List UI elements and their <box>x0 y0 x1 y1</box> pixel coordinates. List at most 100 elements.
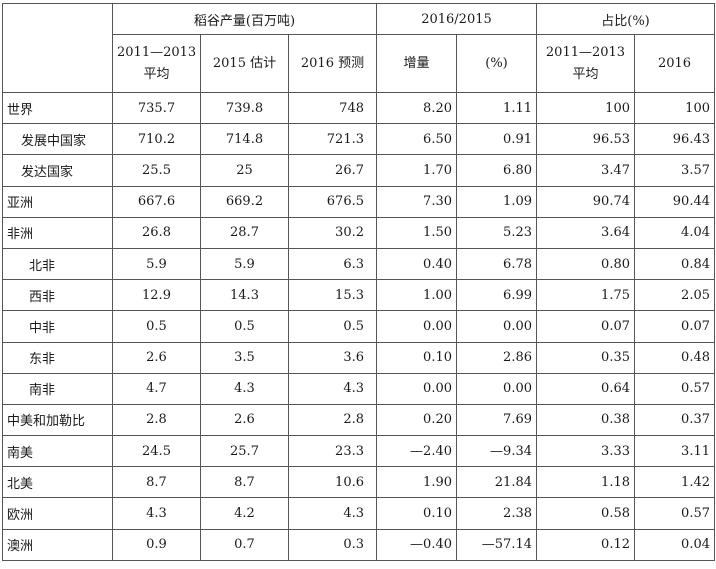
cell-avg-production: 2.8 <box>112 403 201 437</box>
cell-forecast-2016: 748 <box>288 91 377 125</box>
subheader-share-line1: 2011—2013 <box>545 44 626 60</box>
cell-forecast-2016: 3.6 <box>288 341 377 374</box>
subheader-avg-share: 2011—2013 平均 <box>536 34 635 93</box>
cell-forecast-2016: 676.5 <box>288 185 377 218</box>
cell-percent-change: 5.23 <box>456 216 537 249</box>
cell-percent-change: 0.00 <box>456 372 537 405</box>
cell-estimate-2015: 669.2 <box>200 185 289 218</box>
cell-share-2016: 0.57 <box>634 372 715 405</box>
cell-increase: 1.00 <box>376 279 457 312</box>
cell-increase: —0.40 <box>376 528 457 561</box>
cell-estimate-2015: 25 <box>200 154 289 187</box>
cell-percent-change: 2.38 <box>456 497 537 530</box>
cell-share-2016: 0.84 <box>634 247 715 281</box>
cell-increase: 8.20 <box>376 91 457 125</box>
cell-avg-share: 3.64 <box>536 216 635 249</box>
header-change: 2016/2015 <box>376 3 537 35</box>
cell-increase: 0.00 <box>376 310 457 343</box>
row-label: 南非 <box>2 372 113 405</box>
cell-avg-share: 0.07 <box>536 310 635 343</box>
cell-share-2016: 3.11 <box>634 435 715 468</box>
cell-share-2016: 2.05 <box>634 279 715 312</box>
page: 稻谷产量(百万吨) 2016/2015 占比(%) 2011—2013 平均 2… <box>0 3 716 569</box>
table-row: 南美 24.5 25.7 23.3 —2.40 —9.34 3.33 3.11 <box>2 435 715 468</box>
cell-avg-production: 710.2 <box>112 123 201 156</box>
row-label: 世界 <box>2 91 113 125</box>
cell-avg-production: 735.7 <box>112 91 201 125</box>
subheader-increase: 增量 <box>376 34 457 93</box>
cell-estimate-2015: 0.7 <box>200 528 289 561</box>
cell-percent-change: 6.99 <box>456 279 537 312</box>
cell-avg-production: 12.9 <box>112 279 201 312</box>
cell-percent-change: 21.84 <box>456 466 537 499</box>
cell-increase: 0.10 <box>376 497 457 530</box>
cell-share-2016: 0.37 <box>634 403 715 437</box>
cell-share-2016: 90.44 <box>634 185 715 218</box>
cell-increase: 1.70 <box>376 154 457 187</box>
table-header: 稻谷产量(百万吨) 2016/2015 占比(%) 2011—2013 平均 2… <box>2 3 715 93</box>
cell-avg-production: 25.5 <box>112 154 201 187</box>
subheader-avg-production: 2011—2013 平均 <box>112 34 201 93</box>
cell-increase: 0.40 <box>376 247 457 281</box>
cell-estimate-2015: 8.7 <box>200 466 289 499</box>
cell-forecast-2016: 2.8 <box>288 403 377 437</box>
subheader-2015-estimate: 2015 估计 <box>200 34 289 93</box>
rice-production-table: 稻谷产量(百万吨) 2016/2015 占比(%) 2011—2013 平均 2… <box>2 3 715 561</box>
row-label: 东非 <box>2 341 113 374</box>
cell-avg-share: 3.47 <box>536 154 635 187</box>
table-row: 中美和加勒比 2.8 2.6 2.8 0.20 7.69 0.38 0.37 <box>2 403 715 437</box>
row-label: 西非 <box>2 279 113 312</box>
cell-estimate-2015: 714.8 <box>200 123 289 156</box>
cell-share-2016: 0.04 <box>634 528 715 561</box>
cell-avg-production: 5.9 <box>112 247 201 281</box>
cell-increase: 0.00 <box>376 372 457 405</box>
row-label: 中非 <box>2 310 113 343</box>
cell-avg-production: 26.8 <box>112 216 201 249</box>
table-row: 欧洲 4.3 4.2 4.3 0.10 2.38 0.58 0.57 <box>2 497 715 530</box>
table-row: 澳洲 0.9 0.7 0.3 —0.40 —57.14 0.12 0.04 <box>2 528 715 561</box>
row-label: 亚洲 <box>2 185 113 218</box>
header-share: 占比(%) <box>536 3 715 35</box>
cell-increase: 6.50 <box>376 123 457 156</box>
row-label: 中美和加勒比 <box>2 403 113 437</box>
cell-avg-share: 0.38 <box>536 403 635 437</box>
cell-increase: 0.20 <box>376 403 457 437</box>
subheader-2016-share: 2016 <box>634 34 715 93</box>
cell-estimate-2015: 2.6 <box>200 403 289 437</box>
cell-estimate-2015: 5.9 <box>200 247 289 281</box>
subheader-avg-line2: 平均 <box>143 66 170 82</box>
cell-percent-change: 0.91 <box>456 123 537 156</box>
cell-forecast-2016: 0.5 <box>288 310 377 343</box>
cell-avg-share: 100 <box>536 91 635 125</box>
cell-estimate-2015: 4.3 <box>200 372 289 405</box>
cell-share-2016: 0.07 <box>634 310 715 343</box>
header-production: 稻谷产量(百万吨) <box>112 3 377 35</box>
table-row: 中非 0.5 0.5 0.5 0.00 0.00 0.07 0.07 <box>2 310 715 343</box>
cell-avg-production: 4.3 <box>112 497 201 530</box>
cell-forecast-2016: 15.3 <box>288 279 377 312</box>
cell-percent-change: 0.00 <box>456 310 537 343</box>
cell-avg-production: 0.9 <box>112 528 201 561</box>
cell-avg-share: 0.12 <box>536 528 635 561</box>
cell-avg-share: 0.64 <box>536 372 635 405</box>
table-row: 世界 735.7 739.8 748 8.20 1.11 100 100 <box>2 91 715 125</box>
corner-cell <box>2 3 113 93</box>
cell-forecast-2016: 30.2 <box>288 216 377 249</box>
subheader-percent: (%) <box>456 34 537 93</box>
cell-avg-production: 667.6 <box>112 185 201 218</box>
cell-avg-production: 24.5 <box>112 435 201 468</box>
cell-share-2016: 1.42 <box>634 466 715 499</box>
table-row: 南非 4.7 4.3 4.3 0.00 0.00 0.64 0.57 <box>2 372 715 405</box>
cell-forecast-2016: 26.7 <box>288 154 377 187</box>
cell-avg-share: 90.74 <box>536 185 635 218</box>
cell-forecast-2016: 23.3 <box>288 435 377 468</box>
row-label: 北美 <box>2 466 113 499</box>
cell-avg-share: 0.58 <box>536 497 635 530</box>
cell-avg-production: 0.5 <box>112 310 201 343</box>
cell-estimate-2015: 739.8 <box>200 91 289 125</box>
cell-increase: 1.50 <box>376 216 457 249</box>
table-row: 东非 2.6 3.5 3.6 0.10 2.86 0.35 0.48 <box>2 341 715 374</box>
cell-increase: 7.30 <box>376 185 457 218</box>
cell-estimate-2015: 25.7 <box>200 435 289 468</box>
cell-increase: 0.10 <box>376 341 457 374</box>
